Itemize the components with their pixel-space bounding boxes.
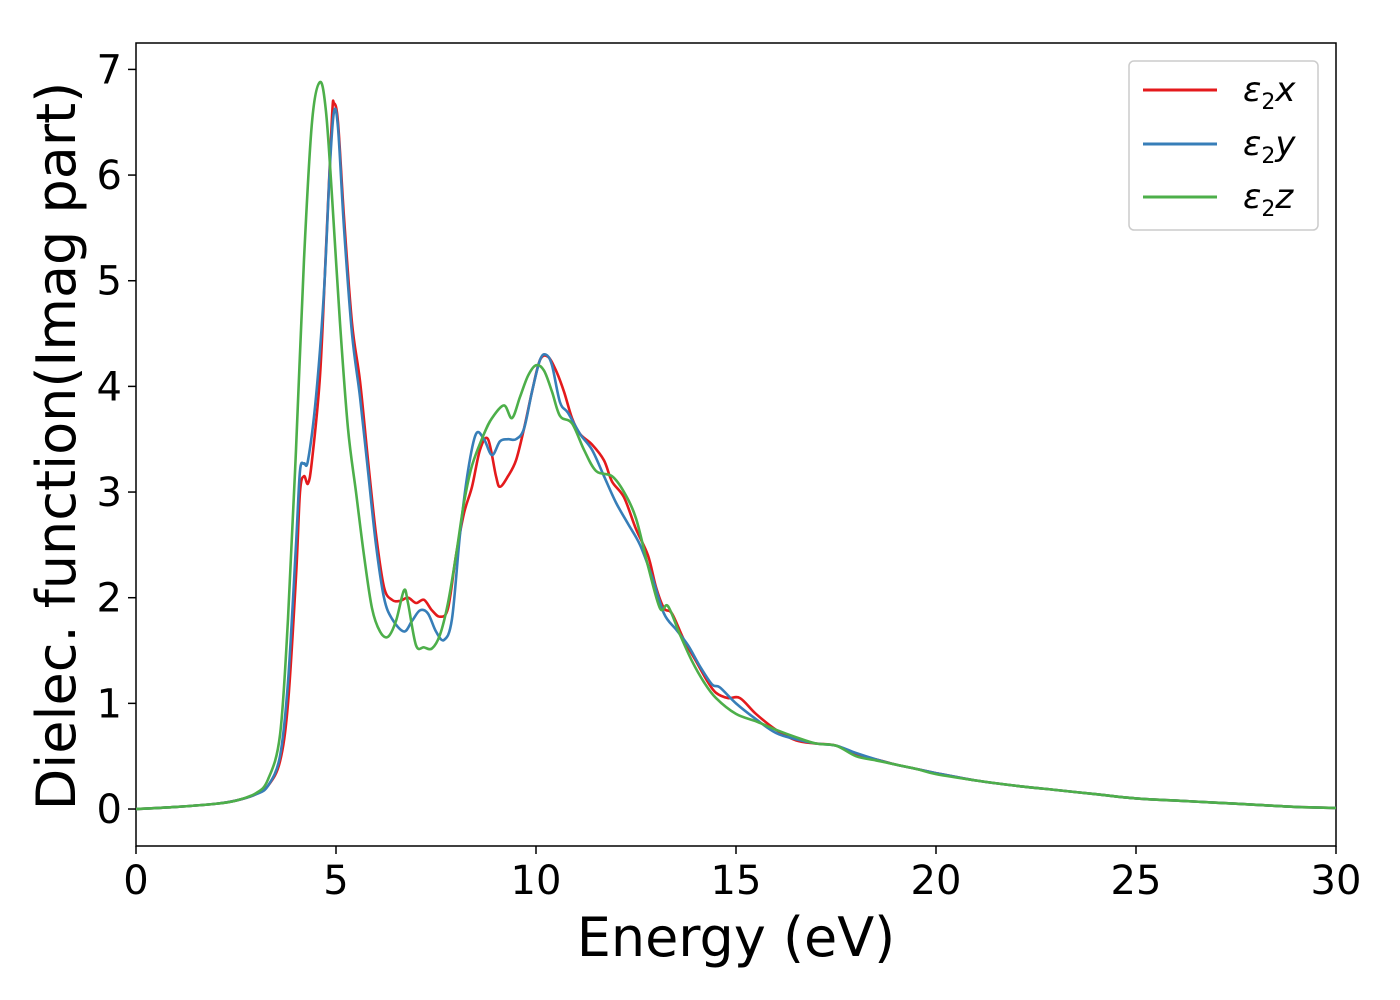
legend-symbol-z: ε [1243, 177, 1261, 217]
x-axis-ticks: 0 5 10 15 20 25 30 [123, 846, 1361, 904]
y-tick-label: 1 [97, 681, 122, 727]
x-tick-label: 15 [711, 858, 762, 904]
legend-entry-y: ε2y [1143, 124, 1296, 169]
legend-suffix-x: x [1274, 70, 1296, 110]
y-tick-label: 7 [97, 47, 122, 93]
y-axis-ticks: 0 1 2 3 4 5 6 7 [97, 47, 136, 833]
y-tick-label: 0 [97, 787, 122, 833]
x-axis-title: Energy (eV) [577, 906, 896, 969]
x-tick-label: 5 [323, 858, 348, 904]
legend-symbol-y: ε [1243, 124, 1261, 164]
legend-box [1128, 60, 1319, 231]
series-line-y [135, 107, 1337, 811]
y-tick-label: 3 [97, 470, 122, 516]
y-tick-label: 2 [97, 576, 122, 622]
legend: ε2x ε2y ε2z [1128, 60, 1319, 231]
y-axis-title: Dielec. function(Imag part) [25, 82, 88, 811]
legend-entry-z: ε2z [1143, 177, 1294, 222]
legend-subscript-x: 2 [1261, 90, 1275, 115]
legend-label-y: ε2y [1243, 124, 1296, 169]
legend-symbol-x: ε [1243, 70, 1261, 110]
series-line-z [135, 80, 1337, 811]
y-tick-label: 4 [97, 364, 122, 410]
legend-label-x: ε2x [1243, 70, 1296, 115]
legend-suffix-y: y [1274, 124, 1296, 164]
legend-entry-x: ε2x [1143, 70, 1296, 115]
y-tick-label: 5 [97, 259, 122, 305]
x-tick-label: 20 [911, 858, 962, 904]
x-tick-label: 25 [1111, 858, 1162, 904]
x-tick-label: 0 [123, 858, 148, 904]
x-tick-label: 30 [1311, 858, 1362, 904]
series-layer [135, 80, 1337, 811]
y-tick-label: 6 [97, 153, 122, 199]
x-tick-label: 10 [511, 858, 562, 904]
legend-suffix-z: z [1274, 177, 1294, 217]
legend-subscript-y: 2 [1261, 144, 1275, 169]
legend-subscript-z: 2 [1261, 197, 1275, 222]
legend-label-z: ε2z [1243, 177, 1294, 222]
